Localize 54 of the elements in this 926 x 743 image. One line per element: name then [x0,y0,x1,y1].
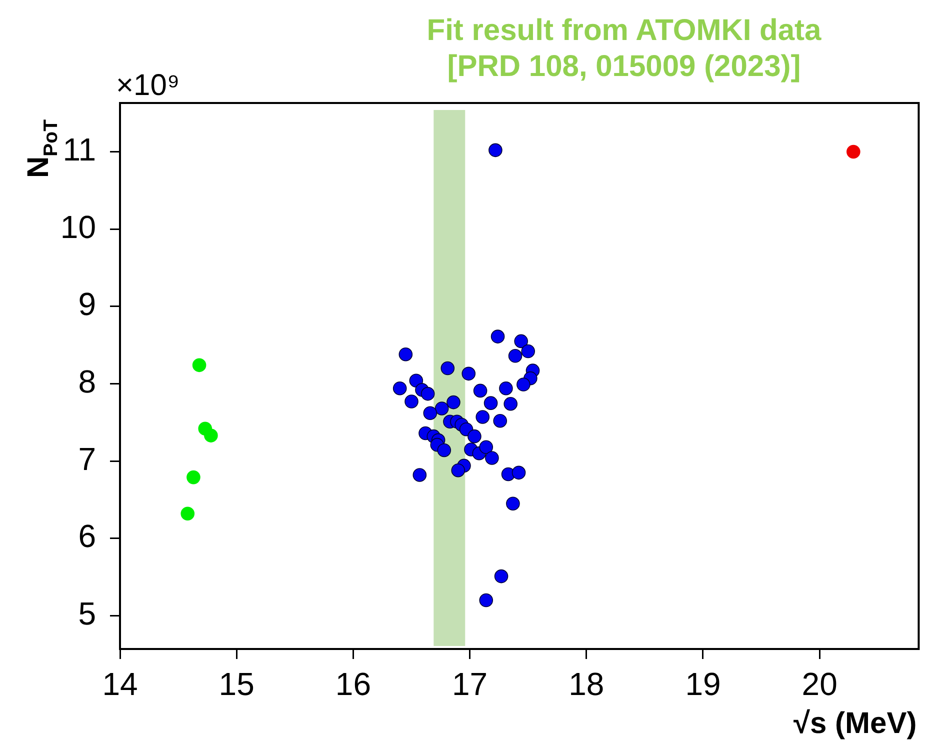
point [468,429,482,444]
x-tick-label: 16 [335,666,371,702]
point [451,463,466,478]
x-axis-title: √s (MeV) [794,707,917,740]
point [186,470,200,484]
point [484,396,498,410]
point [490,330,505,344]
x-tick-label: 15 [218,666,254,702]
point [180,506,195,521]
x-tick-label: 20 [802,666,838,702]
x-tick-label: 18 [568,666,604,702]
x-tick-label: 17 [452,666,488,702]
point [514,334,528,348]
point [493,414,508,428]
point [423,406,438,420]
point [192,358,206,372]
y-tick-label: 11 [62,132,96,168]
point [420,386,435,401]
point [440,361,455,376]
point [412,468,427,482]
y-tick-label: 7 [78,440,96,477]
y-axis-title: NPoT [22,119,62,178]
point [479,440,494,454]
point [521,344,535,358]
point [392,381,407,396]
point [494,569,508,584]
point [476,410,490,424]
x-tick-label: 14 [102,666,138,702]
band-label: Fit result from ATOMKI data [PRD 108, 015009 (2023)] [426,14,822,83]
point [437,443,452,458]
point [506,496,520,511]
point [462,366,476,381]
point [404,394,418,408]
point [446,395,460,410]
point [846,144,860,159]
point [499,381,513,396]
point [485,451,499,465]
point [204,428,218,442]
point [504,396,518,411]
y-tick-label: 9 [78,286,96,322]
point [512,466,526,480]
y-tick-label: 8 [78,364,96,400]
point [434,402,449,416]
y-tick-label: 5 [78,596,96,632]
point [398,347,413,362]
x-tick-label: 19 [685,666,721,702]
point [508,348,522,363]
point [516,378,530,392]
y-tick-label: 6 [78,518,96,554]
point [473,384,488,398]
point [479,593,494,608]
point [488,143,502,158]
text: ×10⁹ [116,69,180,102]
y-tick-label: 10 [60,208,96,245]
